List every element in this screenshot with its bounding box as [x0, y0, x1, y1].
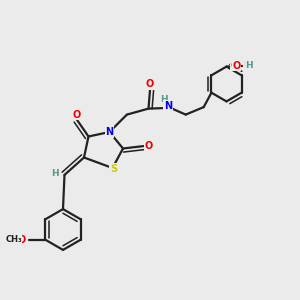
Text: H: H	[245, 61, 253, 70]
Text: O: O	[73, 110, 81, 120]
Text: O: O	[18, 235, 26, 245]
Text: H: H	[160, 95, 168, 104]
Text: N: N	[105, 127, 114, 137]
Text: O: O	[231, 61, 239, 71]
Text: H: H	[51, 169, 59, 178]
Text: O: O	[146, 79, 154, 89]
Text: O: O	[145, 141, 153, 151]
Text: H: H	[243, 61, 251, 70]
Text: O: O	[232, 61, 241, 71]
Text: S: S	[110, 164, 117, 174]
Text: CH₃: CH₃	[5, 236, 22, 244]
Text: N: N	[164, 100, 172, 111]
